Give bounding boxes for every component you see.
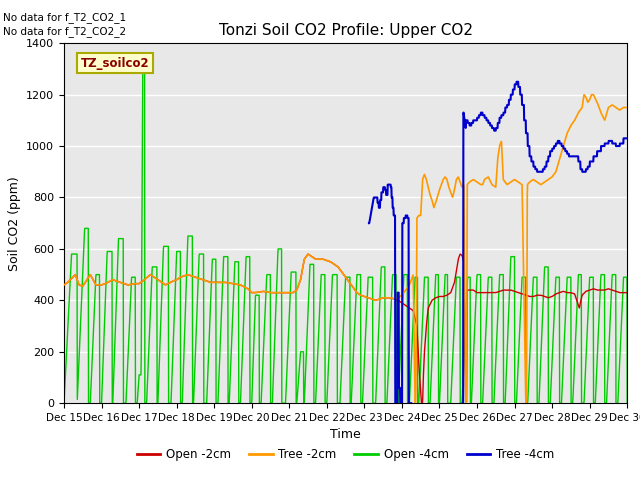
Tree -4cm — [573, 154, 581, 159]
Open -4cm — [623, 400, 631, 406]
Tree -2cm — [217, 279, 225, 285]
Tree -4cm — [374, 200, 382, 205]
Tree -2cm — [60, 282, 68, 288]
Open -4cm — [589, 274, 597, 280]
Open -4cm — [374, 335, 382, 341]
Y-axis label: Soil CO2 (ppm): Soil CO2 (ppm) — [8, 176, 20, 271]
Tree -2cm — [589, 92, 597, 98]
Line: Open -2cm: Open -2cm — [64, 254, 627, 403]
Open -2cm — [305, 251, 312, 257]
Tree -2cm — [588, 92, 596, 97]
Line: Open -4cm: Open -4cm — [64, 56, 627, 403]
Tree -4cm — [589, 158, 597, 164]
Tree -2cm — [374, 297, 382, 302]
Open -4cm — [218, 313, 225, 319]
Open -2cm — [589, 286, 597, 292]
Line: Tree -2cm: Tree -2cm — [64, 95, 627, 403]
Open -2cm — [510, 288, 518, 294]
Tree -2cm — [509, 177, 517, 183]
Open -2cm — [374, 297, 382, 302]
Text: No data for f_T2_CO2_1: No data for f_T2_CO2_1 — [3, 12, 126, 23]
Tree -2cm — [362, 294, 370, 300]
Legend: Open -2cm, Tree -2cm, Open -4cm, Tree -4cm: Open -2cm, Tree -2cm, Open -4cm, Tree -4… — [132, 443, 559, 466]
Tree -4cm — [509, 86, 517, 92]
Line: Tree -4cm: Tree -4cm — [369, 82, 627, 403]
Title: Tonzi Soil CO2 Profile: Upper CO2: Tonzi Soil CO2 Profile: Upper CO2 — [219, 23, 472, 38]
Open -4cm — [140, 53, 147, 59]
Open -2cm — [217, 279, 225, 285]
Text: TZ_soilco2: TZ_soilco2 — [81, 57, 150, 70]
Tree -2cm — [623, 105, 631, 110]
Open -4cm — [509, 254, 517, 260]
Open -4cm — [574, 289, 582, 295]
Text: No data for f_T2_CO2_2: No data for f_T2_CO2_2 — [3, 26, 126, 37]
Open -2cm — [418, 400, 426, 406]
Open -2cm — [623, 290, 631, 296]
Tree -2cm — [412, 400, 419, 406]
Open -2cm — [362, 294, 370, 300]
X-axis label: Time: Time — [330, 429, 361, 442]
Open -2cm — [60, 282, 68, 288]
Open -2cm — [574, 301, 582, 307]
Tree -2cm — [574, 111, 582, 117]
Open -4cm — [362, 320, 370, 326]
Open -4cm — [60, 400, 68, 406]
